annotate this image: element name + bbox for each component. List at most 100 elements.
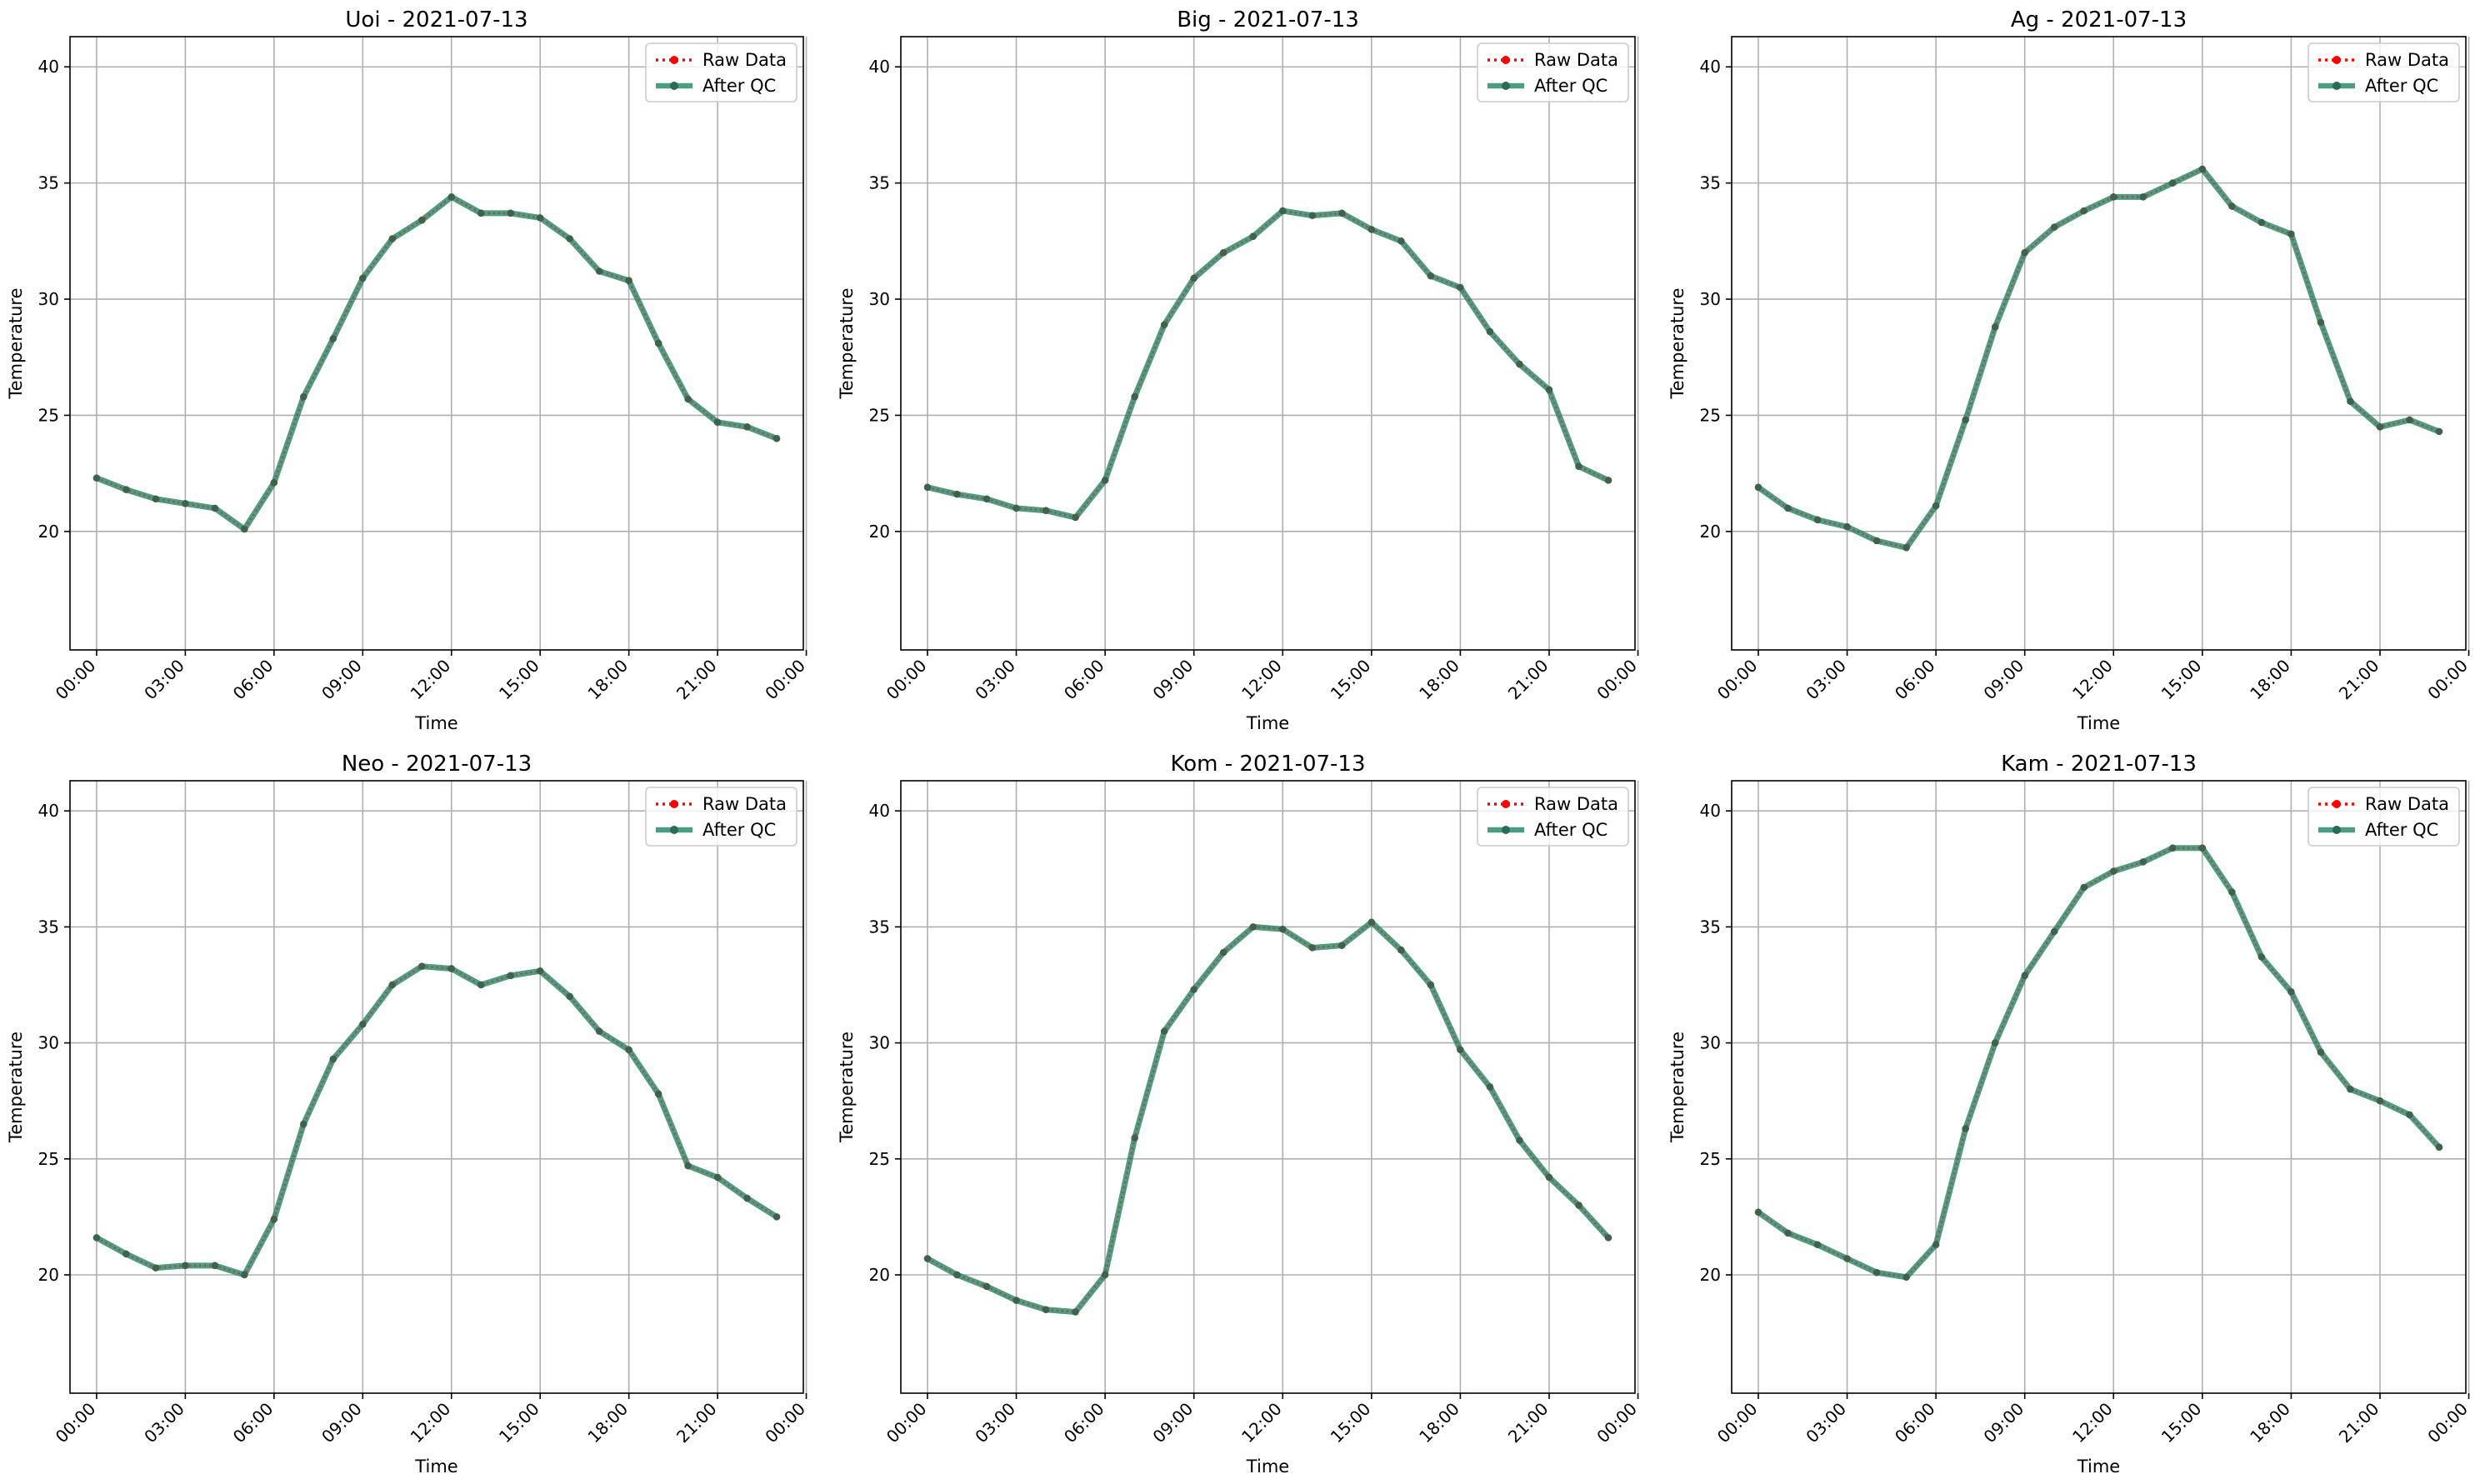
data-point-after-qc bbox=[1131, 392, 1138, 401]
x-tick-label: 18:00 bbox=[2246, 1399, 2294, 1447]
data-point-after-qc bbox=[2110, 193, 2118, 201]
data-point-after-qc bbox=[2347, 397, 2354, 405]
x-tick-label: 06:00 bbox=[1891, 1399, 1939, 1447]
data-point-after-qc bbox=[536, 967, 544, 975]
y-tick-label: 35 bbox=[1700, 917, 1721, 937]
data-point-after-qc bbox=[2198, 844, 2207, 852]
y-tick-label: 35 bbox=[869, 917, 890, 937]
y-tick-label: 20 bbox=[38, 1265, 59, 1285]
data-point-after-qc bbox=[1338, 942, 1346, 949]
data-point-after-qc bbox=[1575, 1202, 1582, 1209]
y-tick-label: 25 bbox=[1700, 1149, 1721, 1169]
y-tick-label: 40 bbox=[38, 57, 59, 77]
data-point-after-qc bbox=[92, 474, 101, 482]
x-tick-label: 09:00 bbox=[1979, 656, 2028, 704]
y-tick-label: 30 bbox=[1700, 1033, 1721, 1053]
data-point-after-qc bbox=[270, 479, 278, 487]
data-point-after-qc bbox=[1784, 504, 1792, 512]
data-point-after-qc bbox=[654, 339, 662, 347]
data-point-after-qc bbox=[1249, 923, 1257, 931]
data-point-after-qc bbox=[1486, 1083, 1494, 1091]
data-point-after-qc bbox=[1872, 1269, 1881, 1277]
data-point-after-qc bbox=[359, 274, 367, 282]
data-point-after-qc bbox=[684, 395, 692, 403]
data-point-after-qc bbox=[1457, 283, 1464, 292]
x-axis-label: Time bbox=[2077, 1457, 2120, 1477]
y-tick-label: 25 bbox=[38, 405, 59, 425]
legend-label-after-qc: After QC bbox=[2365, 76, 2438, 96]
x-tick-label: 00:00 bbox=[52, 1399, 100, 1447]
legend: Raw Data After QC bbox=[645, 787, 798, 847]
series-line-raw-data bbox=[1758, 167, 2440, 549]
y-tick-label: 35 bbox=[38, 173, 59, 193]
data-point-after-qc bbox=[1932, 502, 1940, 510]
legend: Raw Data After QC bbox=[1477, 42, 1629, 102]
y-tick-label: 30 bbox=[38, 289, 59, 309]
data-point-after-qc bbox=[1101, 1271, 1109, 1279]
data-point-after-qc bbox=[2406, 416, 2413, 424]
data-point-after-qc bbox=[122, 1250, 130, 1258]
legend-marker-raw-data bbox=[1502, 800, 1510, 808]
x-tick-label: 00:00 bbox=[52, 656, 100, 704]
series-line-raw-data bbox=[927, 921, 1609, 1313]
x-tick-label: 18:00 bbox=[1415, 1399, 1463, 1447]
data-point-after-qc bbox=[1072, 1308, 1079, 1316]
data-point-after-qc bbox=[923, 483, 932, 492]
y-axis-label: Temperature bbox=[6, 1032, 26, 1143]
data-point-after-qc bbox=[1338, 209, 1346, 217]
legend-label-raw-data: Raw Data bbox=[2365, 50, 2449, 70]
data-point-after-qc bbox=[1279, 925, 1287, 933]
x-tick-label: 00:00 bbox=[882, 656, 931, 704]
chart-panel: 20 25 30 35 40 00:00 03:00 06:00 09:00 12:00 15:00… bbox=[6, 752, 809, 1477]
x-axis-label: Time bbox=[1246, 713, 1289, 733]
data-point-after-qc bbox=[270, 1215, 278, 1223]
legend-marker-raw-data bbox=[2332, 800, 2341, 808]
data-point-after-qc bbox=[478, 209, 485, 217]
x-tick-label: 18:00 bbox=[1415, 656, 1463, 704]
data-point-after-qc bbox=[1604, 477, 1612, 484]
axes-frame bbox=[69, 36, 804, 651]
y-tick-label: 20 bbox=[869, 522, 890, 542]
x-tick-label: 21:00 bbox=[2335, 1399, 2383, 1447]
data-point-after-qc bbox=[211, 504, 219, 512]
legend-label-after-qc: After QC bbox=[1534, 76, 1608, 96]
x-tick-label: 12:00 bbox=[1238, 656, 1286, 704]
data-point-after-qc bbox=[1991, 323, 1999, 331]
x-tick-label: 09:00 bbox=[318, 656, 366, 704]
legend-marker-after-qc bbox=[1502, 826, 1510, 834]
data-point-after-qc bbox=[152, 495, 160, 502]
y-tick-label: 30 bbox=[1700, 289, 1721, 309]
data-point-after-qc bbox=[1902, 1273, 1910, 1281]
data-point-after-qc bbox=[1575, 462, 1582, 470]
data-point-after-qc bbox=[1160, 321, 1168, 328]
data-point-after-qc bbox=[329, 1055, 338, 1063]
data-point-after-qc bbox=[122, 486, 130, 493]
data-point-after-qc bbox=[2228, 888, 2236, 896]
series-line-after-qc bbox=[924, 919, 1612, 1316]
data-point-after-qc bbox=[982, 1282, 991, 1291]
data-point-after-qc bbox=[2288, 230, 2295, 238]
legend: Raw Data After QC bbox=[645, 42, 798, 102]
data-point-after-qc bbox=[1101, 477, 1109, 484]
chart-panel: 20 25 30 35 40 00:00 03:00 06:00 09:00 12:00 15:00… bbox=[1668, 752, 2472, 1477]
data-point-after-qc bbox=[1516, 1137, 1523, 1144]
y-tick-label: 25 bbox=[38, 1149, 59, 1169]
x-tick-label: 21:00 bbox=[2335, 656, 2383, 704]
data-point-after-qc bbox=[2435, 427, 2443, 436]
legend-label-after-qc: After QC bbox=[2365, 820, 2438, 840]
data-point-after-qc bbox=[507, 209, 514, 217]
series-line-raw-data bbox=[1758, 847, 2440, 1279]
data-point-after-qc bbox=[2021, 972, 2028, 980]
chart-panel: 20 25 30 35 40 00:00 03:00 06:00 09:00 12:00 15:00… bbox=[837, 7, 1641, 733]
series-line-after-qc bbox=[93, 963, 780, 1278]
data-point-after-qc bbox=[418, 962, 426, 970]
data-point-after-qc bbox=[1042, 507, 1050, 514]
data-point-after-qc bbox=[1991, 1039, 1999, 1047]
data-point-after-qc bbox=[566, 992, 573, 1001]
y-axis-label: Temperature bbox=[1668, 1032, 1688, 1143]
chart-panel: 20 25 30 35 40 00:00 03:00 06:00 09:00 12:00 15:00… bbox=[837, 752, 1641, 1477]
data-point-after-qc bbox=[982, 495, 991, 502]
legend-label-after-qc: After QC bbox=[702, 820, 776, 840]
data-point-after-qc bbox=[2406, 1111, 2413, 1119]
data-point-after-qc bbox=[1131, 1134, 1138, 1142]
